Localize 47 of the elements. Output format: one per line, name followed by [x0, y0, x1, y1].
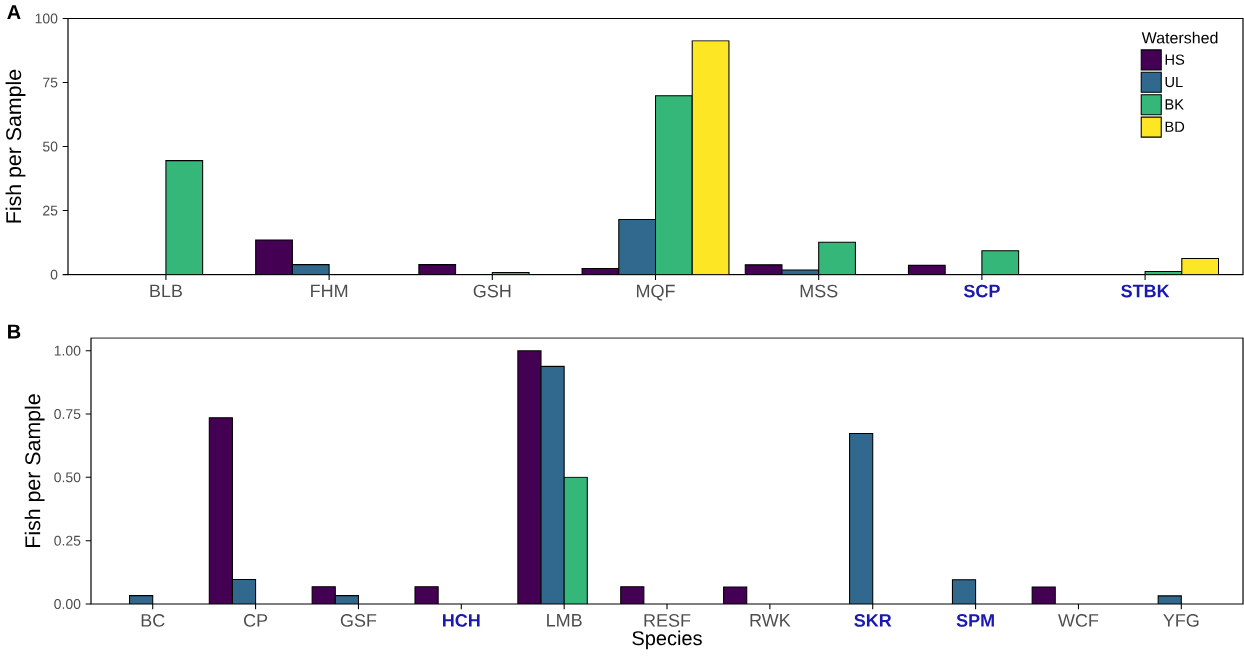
- legend-title: Watershed: [1141, 31, 1218, 44]
- bar: [951, 579, 977, 604]
- y-tick-label: 0.25: [54, 535, 81, 546]
- bar: [540, 365, 565, 604]
- legend-label: UL: [1165, 76, 1183, 88]
- y-tick-label: 75: [43, 77, 58, 88]
- text: A: [7, 5, 21, 19]
- legend-label: BK: [1165, 99, 1184, 110]
- x-tick-label: RWK: [750, 614, 791, 627]
- x-tick-label: CP: [244, 614, 268, 627]
- x-tick-label: BC: [141, 614, 165, 627]
- x-tick-label: FHM: [311, 284, 348, 298]
- y-tick-label: 1.00: [54, 345, 81, 356]
- y-tick-label: 0.75: [54, 409, 81, 419]
- bar: [849, 432, 874, 604]
- y-tick-label: 25: [43, 205, 58, 216]
- bar: [1181, 257, 1220, 275]
- x-tick-label: YFG: [1163, 614, 1199, 627]
- x-tick-label: SKR: [854, 614, 892, 627]
- x-tick-label: BLB: [150, 284, 182, 298]
- y-axis-title: Fish per Sample: [24, 394, 45, 547]
- x-tick-label: SCP: [963, 284, 1000, 298]
- y-tick-label: 0.00: [54, 599, 81, 609]
- legend-label: HS: [1165, 54, 1185, 65]
- y-tick-label: 100: [35, 13, 58, 24]
- x-tick-label: RESF: [644, 614, 691, 627]
- x-tick-label: LMB: [547, 614, 582, 627]
- bar: [691, 40, 730, 275]
- x-tick-label: WCF: [1058, 614, 1099, 627]
- x-tick-label: SPM: [956, 614, 994, 627]
- x-axis-title: Species: [632, 630, 702, 650]
- x-tick-label: STBK: [1121, 284, 1170, 298]
- text: B: [8, 324, 21, 339]
- bar: [255, 239, 293, 275]
- bar: [208, 417, 233, 604]
- x-tick-label: MQF: [637, 284, 675, 301]
- bar: [517, 350, 542, 604]
- x-tick-label: MSS: [800, 284, 838, 298]
- x-tick-label: HCH: [443, 614, 480, 627]
- bar: [618, 218, 657, 275]
- y-tick-label: 0: [50, 269, 58, 280]
- x-tick-label: GSH: [473, 284, 511, 298]
- legend-label: BD: [1165, 121, 1185, 132]
- y-tick-label: 0.50: [54, 472, 81, 483]
- x-tick-label: GSF: [340, 614, 377, 627]
- y-axis-title: Fish per Sample: [5, 69, 26, 223]
- y-tick-label: 50: [42, 141, 58, 152]
